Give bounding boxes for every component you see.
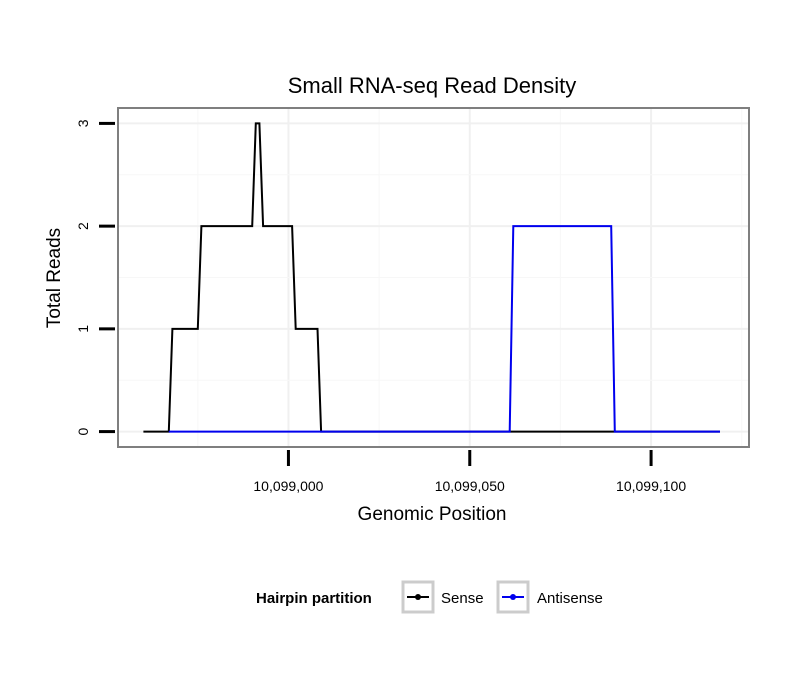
x-tick-label: 10,099,100 (616, 478, 686, 494)
series-layer (143, 122, 720, 433)
y-axis-title: Total Reads (44, 228, 65, 328)
legend-marker-antisense (510, 594, 516, 600)
legend-item-antisense: Antisense (496, 580, 603, 614)
legend-title: Hairpin partition (256, 590, 372, 607)
x-tick-label: 10,099,050 (435, 478, 505, 494)
x-axis-title: Genomic Position (358, 504, 507, 525)
axes: 0 1 2 3 10,099,000 10,099,050 10,099,100 (75, 119, 686, 494)
legend-marker-sense (415, 594, 421, 600)
x-tick-label: 10,099,000 (253, 478, 323, 494)
series-line-antisense (168, 225, 720, 433)
legend-label-antisense: Antisense (537, 590, 603, 607)
y-tick-label: 2 (75, 222, 91, 230)
legend-label-sense: Sense (441, 590, 484, 607)
legend: Hairpin partition Sense Antisense (256, 580, 603, 614)
y-tick-label: 0 (75, 427, 91, 435)
chart-title: Small RNA-seq Read Density (288, 73, 577, 98)
series-line-sense (143, 122, 720, 433)
panel-border (117, 107, 750, 448)
y-tick-label: 1 (75, 325, 91, 333)
legend-item-sense: Sense (401, 580, 484, 614)
y-tick-label: 3 (75, 119, 91, 127)
